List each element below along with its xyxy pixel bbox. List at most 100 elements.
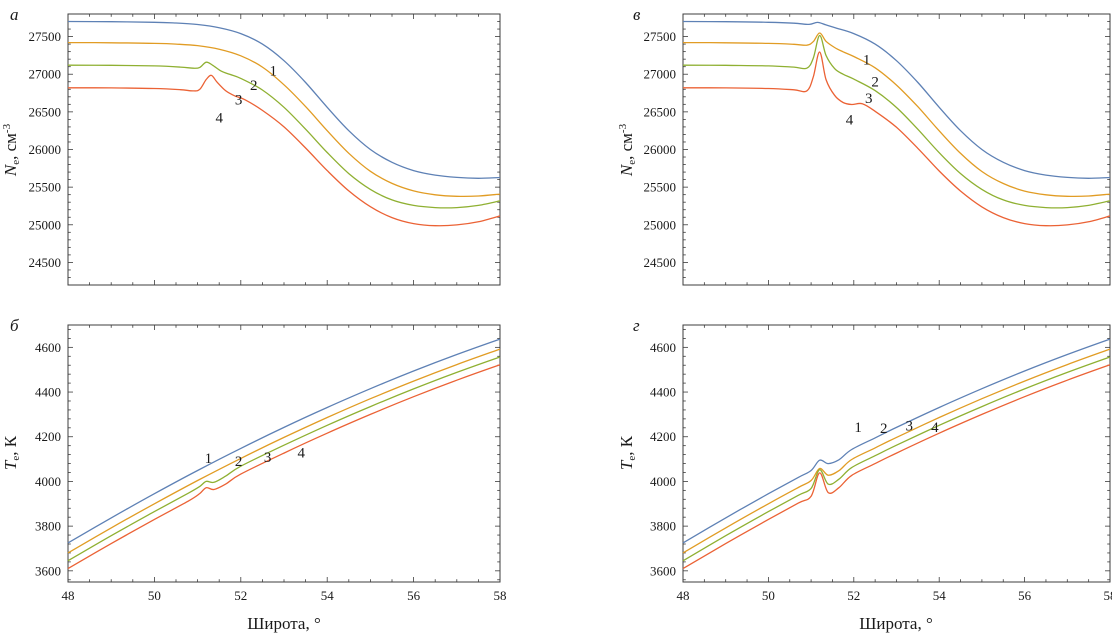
y-tick-label: 27000 — [29, 67, 62, 82]
x-tick-label: 52 — [234, 588, 247, 603]
y-tick-label: 4400 — [650, 385, 676, 400]
x-tick-label: 54 — [321, 588, 335, 603]
y-tick-label: 26500 — [644, 104, 677, 119]
y-axis-variable: N — [617, 163, 636, 177]
y-tick-label: 25000 — [29, 217, 62, 232]
y-axis-label: Ne, см-3 — [1, 123, 22, 177]
y-axis-subscript: e — [626, 160, 638, 165]
curve-label-2: 2 — [235, 454, 243, 470]
panel-b: б Te, К Широта, ° 3600 3800 4000 4200 4400 46… — [1, 316, 507, 633]
curve-label-4: 4 — [298, 446, 306, 462]
curve-label-1: 1 — [854, 420, 862, 436]
y-axis-variable: T — [1, 459, 20, 470]
series-line-3 — [67, 61, 501, 209]
y-axis-unit: , К — [617, 435, 636, 456]
series-line-2 — [67, 41, 501, 198]
series-line-3 — [682, 34, 1111, 209]
curve-label-3: 3 — [865, 91, 873, 107]
series-line-4 — [67, 74, 501, 227]
x-axis-label: Широта, ° — [247, 614, 321, 633]
plot-frame — [682, 13, 1111, 286]
plot-area: 3600 3800 4000 4200 4400 4600 48 50 52 54 56 58 1 2 3 4 — [650, 324, 1112, 603]
x-tick-label: 56 — [1018, 588, 1032, 603]
curve-label-3: 3 — [906, 418, 914, 434]
y-axis-superscript: -3 — [617, 123, 629, 133]
y-tick-label: 4000 — [650, 474, 676, 489]
y-tick-label: 4200 — [650, 429, 676, 444]
series-line-1 — [682, 20, 1111, 179]
x-tick-label: 50 — [762, 588, 775, 603]
panel-letter-b: б — [10, 316, 19, 335]
panel-a: а Ne, см-3 24500 25000 25500 26000 26500 2700… — [1, 5, 501, 286]
y-axis-unit: , см — [617, 133, 636, 160]
y-axis-label: Te, К — [617, 435, 638, 470]
y-tick-label: 4200 — [35, 429, 61, 444]
x-tick-label: 48 — [62, 588, 75, 603]
curve-label-4: 4 — [215, 110, 223, 126]
y-tick-label: 27500 — [644, 29, 677, 44]
y-axis-unit: , см — [1, 133, 20, 160]
curve-label-1: 1 — [269, 64, 277, 80]
x-tick-label: 54 — [933, 588, 947, 603]
y-tick-label: 3800 — [35, 519, 61, 534]
y-tick-label: 25000 — [644, 217, 677, 232]
plot-frame — [67, 13, 501, 286]
panel-v: в Ne, см-3 24500 25000 25500 26000 26500 2700… — [617, 5, 1111, 286]
panel-letter-g: г — [633, 316, 640, 335]
y-tick-label: 4600 — [35, 340, 61, 355]
y-axis-unit: , К — [1, 435, 20, 456]
y-tick-label: 25500 — [29, 180, 62, 195]
series-line-1 — [67, 20, 501, 179]
y-tick-label: 25500 — [644, 180, 677, 195]
series-line-4 — [682, 51, 1111, 227]
curve-label-3: 3 — [235, 92, 243, 108]
y-axis-superscript: -3 — [1, 123, 13, 133]
y-tick-label: 27500 — [29, 29, 62, 44]
x-tick-label: 48 — [677, 588, 690, 603]
curve-label-1: 1 — [863, 52, 871, 68]
series-line-1 — [682, 338, 1111, 544]
y-tick-label: 3600 — [35, 563, 61, 578]
panel-g: г Te, К Широта, ° 3600 3800 4000 4200 4400 46… — [617, 316, 1112, 633]
curve-label-2: 2 — [880, 421, 888, 437]
curve-label-2: 2 — [871, 74, 879, 90]
x-tick-label: 58 — [1104, 588, 1112, 603]
y-axis-subscript: e — [10, 456, 22, 461]
series-line-1 — [67, 338, 501, 544]
series-line-4 — [682, 364, 1111, 570]
x-axis-label: Широта, ° — [859, 614, 933, 633]
curve-label-4: 4 — [846, 113, 854, 129]
series-line-2 — [682, 32, 1111, 198]
y-axis-variable: T — [617, 459, 636, 470]
y-axis-subscript: e — [10, 160, 22, 165]
x-tick-label: 56 — [407, 588, 421, 603]
y-axis-label: Te, К — [1, 435, 22, 470]
y-tick-label: 26500 — [29, 104, 62, 119]
y-tick-label: 24500 — [644, 255, 677, 270]
x-tick-label: 52 — [847, 588, 860, 603]
y-tick-label: 4000 — [35, 474, 61, 489]
y-tick-label: 24500 — [29, 255, 62, 270]
curve-label-4: 4 — [931, 420, 939, 436]
x-tick-label: 58 — [494, 588, 507, 603]
y-tick-label: 26000 — [29, 142, 62, 157]
series-line-4 — [67, 364, 501, 570]
y-axis-variable: N — [1, 163, 20, 177]
series-line-2 — [682, 348, 1111, 554]
y-tick-label: 27000 — [644, 67, 677, 82]
y-tick-label: 3600 — [650, 563, 676, 578]
curve-label-3: 3 — [264, 450, 272, 466]
curve-label-2: 2 — [250, 78, 258, 94]
y-axis-subscript: e — [626, 456, 638, 461]
plot-area: 3600 3800 4000 4200 4400 4600 48 50 52 54 56 58 1 2 3 4 — [35, 324, 507, 603]
y-tick-label: 4600 — [650, 340, 676, 355]
y-tick-label: 3800 — [650, 519, 676, 534]
y-axis-label: Ne, см-3 — [617, 123, 638, 177]
x-tick-label: 50 — [148, 588, 161, 603]
y-tick-label: 4400 — [35, 385, 61, 400]
series-line-2 — [67, 348, 501, 554]
panel-letter-v: в — [633, 5, 641, 24]
